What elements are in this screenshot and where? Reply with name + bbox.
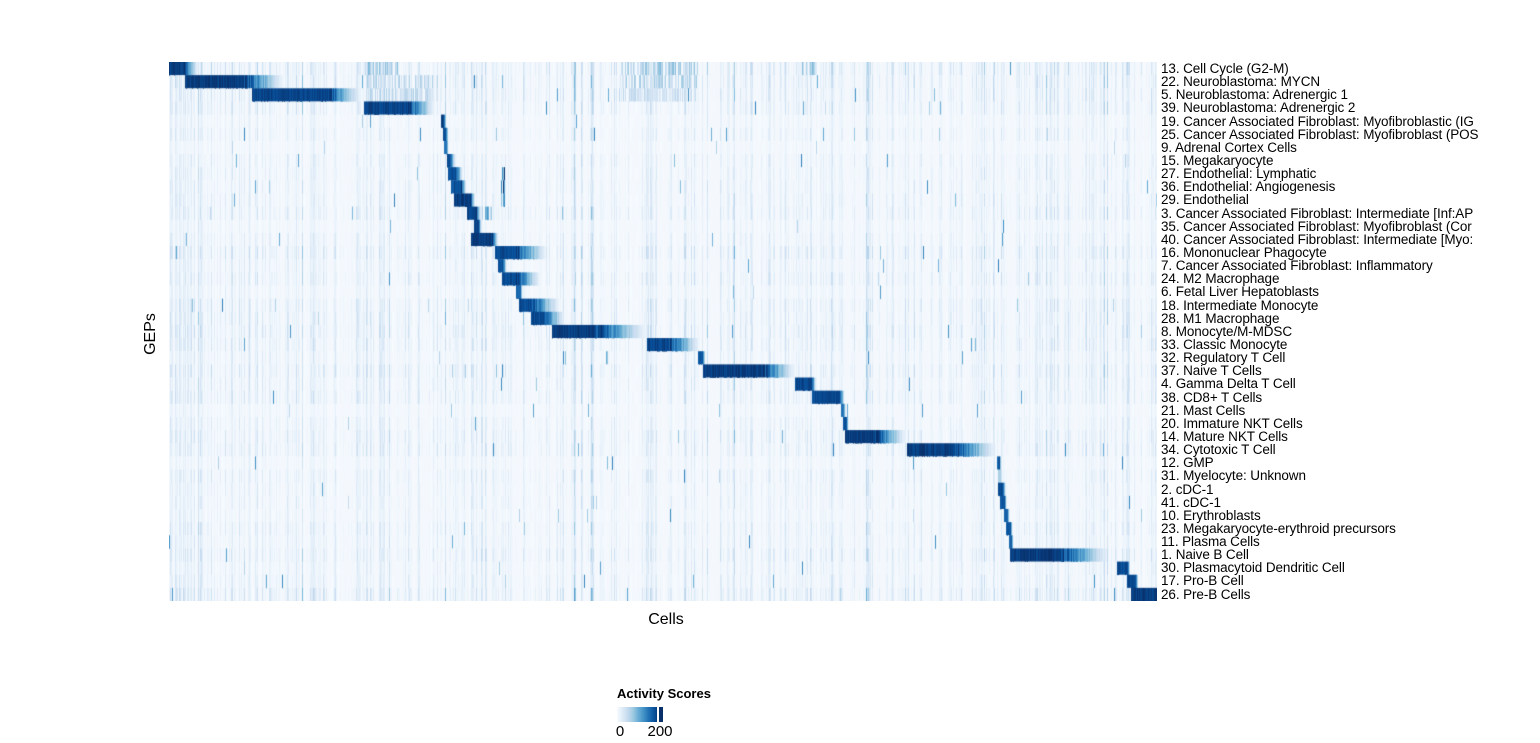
gep-label: 24. M2 Macrophage (1161, 271, 1280, 287)
gep-label: 37. Naive T Cells (1161, 363, 1262, 379)
y-axis-title: GEPs (142, 313, 159, 355)
gep-label: 13. Cell Cycle (G2-M) (1161, 61, 1289, 76)
colorbar-legend: Activity Scores (617, 686, 711, 722)
gep-label: 1. Naive B Cell (1161, 547, 1249, 563)
gep-label: 27. Endothelial: Lymphatic (1161, 166, 1317, 182)
gep-label: 31. Myelocyte: Unknown (1161, 468, 1306, 484)
gep-label: 17. Pro-B Cell (1161, 573, 1244, 589)
gep-label: 25. Cancer Associated Fibroblast: Myofib… (1161, 126, 1479, 142)
gep-label: 23. Megakaryocyte-erythroid precursors (1161, 520, 1396, 536)
gep-label: 21. Mast Cells (1161, 402, 1246, 418)
gep-label: 28. M1 Macrophage (1161, 310, 1280, 326)
gep-label: 9. Adrenal Cortex Cells (1161, 139, 1297, 155)
gep-label: 16. Mononuclear Phagocyte (1161, 244, 1327, 260)
gep-label: 33. Classic Monocyte (1161, 336, 1288, 352)
gep-label: 4. Gamma Delta T Cell (1161, 376, 1296, 392)
gep-label: 3. Cancer Associated Fibroblast: Interme… (1161, 205, 1474, 221)
gep-label: 38. CD8+ T Cells (1161, 389, 1263, 405)
gep-label: 10. Erythroblasts (1161, 507, 1261, 523)
gep-label: 19. Cancer Associated Fibroblast: Myofib… (1161, 113, 1474, 129)
gep-label: 29. Endothelial (1161, 192, 1249, 208)
gep-label: 41. cDC-1 (1161, 494, 1221, 510)
gep-label: 20. Immature NKT Cells (1161, 415, 1303, 431)
colorbar-label-min: 0 (615, 723, 625, 740)
gep-label: 7. Cancer Associated Fibroblast: Inflamm… (1161, 258, 1433, 274)
gep-label: 15. Megakaryocyte (1161, 152, 1274, 168)
colorbar-gradient (617, 707, 663, 722)
gep-label: 32. Regulatory T Cell (1161, 350, 1286, 366)
legend-title: Activity Scores (617, 686, 711, 701)
gep-label: 11. Plasma Cells (1161, 534, 1260, 550)
gep-label: 35. Cancer Associated Fibroblast: Myofib… (1161, 218, 1472, 234)
gep-label: 36. Endothelial: Angiogenesis (1161, 179, 1336, 195)
colorbar-label-200: 200 (647, 723, 673, 740)
gep-label: 18. Intermediate Monocyte (1161, 297, 1319, 313)
gep-label: 12. GMP (1161, 455, 1214, 471)
gep-label: 14. Mature NKT Cells (1161, 428, 1288, 444)
x-axis-title: Cells (648, 611, 684, 628)
gep-label: 5. Neuroblastoma: Adrenergic 1 (1161, 87, 1348, 103)
gep-label: 22. Neuroblastoma: MYCN (1161, 74, 1321, 90)
gep-label: 8. Monocyte/M-MDSC (1161, 323, 1292, 339)
gep-label: 26. Pre-B Cells (1161, 586, 1251, 602)
gep-row-labels: 13. Cell Cycle (G2-M) 22. Neuroblastoma: … (1161, 62, 1540, 601)
gep-label: 39. Neuroblastoma: Adrenergic 2 (1161, 100, 1356, 116)
gep-label: 34. Cytotoxic T Cell (1161, 442, 1276, 458)
gep-label: 2. cDC-1 (1161, 481, 1214, 497)
gep-label: 6. Fetal Liver Hepatoblasts (1161, 284, 1319, 300)
heatmap-plot-area (169, 62, 1157, 601)
gep-label: 40. Cancer Associated Fibroblast: Interm… (1161, 231, 1474, 247)
gep-label: 30. Plasmacytoid Dendritic Cell (1161, 560, 1345, 576)
colorbar-tick-200 (656, 707, 660, 722)
